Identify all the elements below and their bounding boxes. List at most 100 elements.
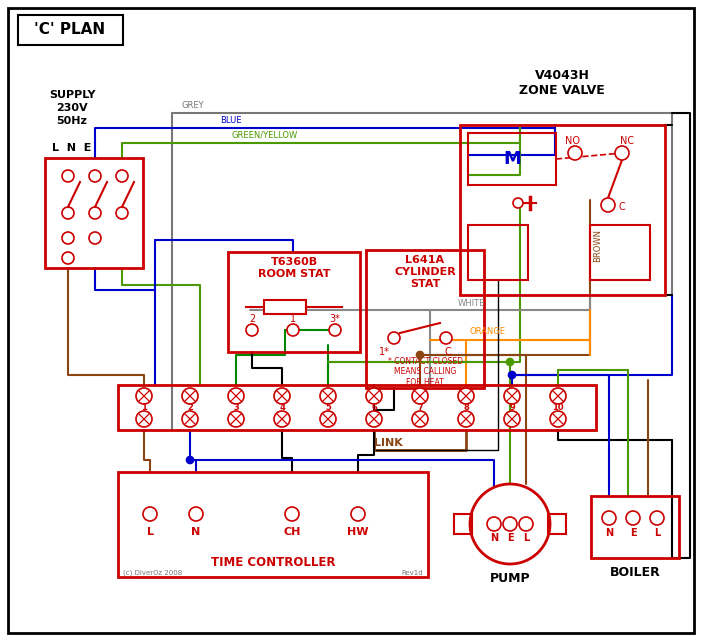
Circle shape: [388, 332, 400, 344]
Circle shape: [285, 507, 299, 521]
Circle shape: [143, 507, 157, 521]
Circle shape: [513, 198, 523, 208]
Text: 'C' PLAN: 'C' PLAN: [34, 22, 105, 38]
Circle shape: [412, 388, 428, 404]
Text: 9: 9: [509, 403, 515, 412]
Text: E: E: [630, 528, 636, 538]
Circle shape: [187, 456, 194, 463]
Circle shape: [89, 170, 101, 182]
Bar: [468, 133, 556, 185]
Text: N: N: [192, 527, 201, 537]
Text: C: C: [444, 347, 451, 357]
Circle shape: [246, 324, 258, 336]
Text: NO: NO: [566, 136, 581, 146]
Bar: [548, 514, 566, 534]
Circle shape: [487, 517, 501, 531]
Circle shape: [329, 324, 341, 336]
Circle shape: [412, 411, 428, 427]
Text: WHITE: WHITE: [458, 299, 485, 308]
Circle shape: [568, 146, 582, 160]
Circle shape: [507, 358, 513, 365]
Text: 6: 6: [371, 403, 377, 412]
Circle shape: [650, 511, 664, 525]
Circle shape: [416, 351, 423, 358]
Circle shape: [136, 411, 152, 427]
Circle shape: [504, 411, 520, 427]
Text: CH: CH: [284, 527, 300, 537]
Bar: [366, 250, 484, 388]
Circle shape: [62, 252, 74, 264]
Text: N: N: [605, 528, 613, 538]
Bar: [118, 385, 596, 430]
Circle shape: [366, 388, 382, 404]
Circle shape: [615, 146, 629, 160]
Bar: [591, 496, 679, 558]
Text: BROWN: BROWN: [593, 229, 602, 262]
Circle shape: [228, 388, 244, 404]
Circle shape: [89, 207, 101, 219]
Circle shape: [366, 411, 382, 427]
Bar: [264, 300, 306, 314]
Text: 1: 1: [290, 314, 296, 324]
Text: C: C: [618, 202, 625, 212]
Circle shape: [320, 411, 336, 427]
Text: 4: 4: [279, 403, 285, 412]
Bar: [590, 225, 650, 280]
Text: 8: 8: [463, 403, 469, 412]
Text: L  N  E: L N E: [53, 143, 92, 153]
Circle shape: [508, 372, 515, 378]
Circle shape: [228, 411, 244, 427]
Text: 10: 10: [552, 403, 564, 412]
Bar: [468, 225, 528, 280]
Circle shape: [504, 388, 520, 404]
Text: 2: 2: [249, 314, 255, 324]
Bar: [228, 252, 360, 352]
Bar: [460, 125, 665, 295]
Circle shape: [470, 484, 550, 564]
Circle shape: [274, 411, 290, 427]
Text: SUPPLY
230V
50Hz: SUPPLY 230V 50Hz: [48, 90, 95, 126]
Text: T6360B
ROOM STAT: T6360B ROOM STAT: [258, 257, 330, 279]
Text: 7: 7: [417, 403, 423, 412]
Text: (c) DiverOz 2008: (c) DiverOz 2008: [123, 570, 183, 576]
Text: L: L: [147, 527, 154, 537]
Text: PUMP: PUMP: [490, 572, 530, 585]
Circle shape: [550, 411, 566, 427]
Circle shape: [351, 507, 365, 521]
Text: ORANGE: ORANGE: [470, 327, 506, 336]
Bar: [454, 514, 472, 534]
Text: GREEN/YELLOW: GREEN/YELLOW: [232, 131, 298, 140]
Text: NC: NC: [620, 136, 634, 146]
Text: 5: 5: [325, 403, 331, 412]
Text: 3: 3: [233, 403, 239, 412]
Text: 1*: 1*: [378, 347, 390, 357]
Circle shape: [287, 324, 299, 336]
Bar: [45, 158, 143, 268]
Circle shape: [189, 507, 203, 521]
Bar: [118, 472, 428, 577]
Text: N: N: [490, 533, 498, 543]
Circle shape: [62, 170, 74, 182]
Circle shape: [136, 388, 152, 404]
Circle shape: [626, 511, 640, 525]
Text: 2: 2: [187, 403, 193, 412]
Circle shape: [601, 198, 615, 212]
Text: 1: 1: [141, 403, 147, 412]
Text: LINK: LINK: [373, 438, 402, 448]
Text: TIME CONTROLLER: TIME CONTROLLER: [211, 556, 336, 569]
Circle shape: [320, 388, 336, 404]
Circle shape: [458, 411, 474, 427]
Text: BOILER: BOILER: [609, 565, 661, 578]
Text: HW: HW: [347, 527, 369, 537]
Text: M: M: [503, 150, 521, 168]
Circle shape: [182, 388, 198, 404]
Bar: [18, 15, 123, 45]
Circle shape: [274, 388, 290, 404]
Text: BLUE: BLUE: [220, 116, 241, 125]
Text: E: E: [507, 533, 513, 543]
Circle shape: [116, 170, 128, 182]
Circle shape: [440, 332, 452, 344]
Text: * CONTACT CLOSED
MEANS CALLING
FOR HEAT: * CONTACT CLOSED MEANS CALLING FOR HEAT: [388, 357, 463, 387]
Circle shape: [62, 232, 74, 244]
Circle shape: [602, 511, 616, 525]
